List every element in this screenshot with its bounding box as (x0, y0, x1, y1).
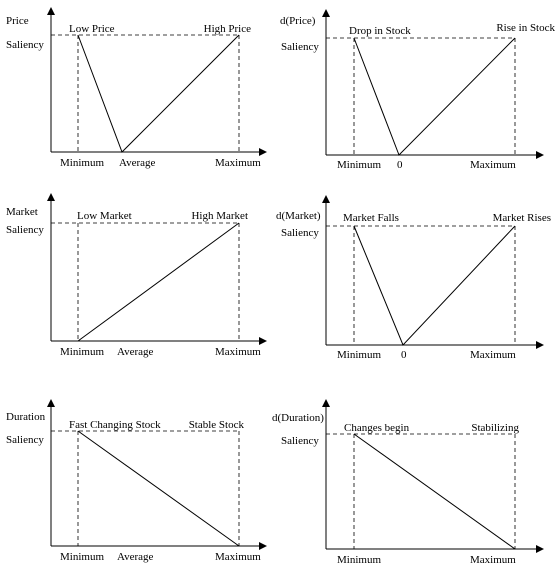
panel-market: Market Saliency Low Market High Market M… (6, 193, 267, 358)
right-extreme-label: Stabilizing (471, 422, 519, 434)
x-mid-label: 0 (401, 349, 407, 361)
x-mid-label: 0 (397, 159, 403, 171)
panel-y-title: d(Duration) (272, 412, 324, 424)
right-extreme-label: High Market (191, 210, 248, 222)
panel-dduration: d(Duration) Saliency Changes begin Stabi… (272, 399, 544, 566)
x-mid-label: Average (119, 157, 156, 169)
panel-y-label: Saliency (6, 434, 44, 446)
x-max-label: Maximum (470, 159, 516, 171)
panel-y-label: Saliency (281, 41, 319, 53)
panel-y-title: Market (6, 206, 38, 218)
right-extreme-label: High Price (204, 23, 251, 35)
saliency-curve (77, 430, 240, 547)
x-max-label: Maximum (215, 157, 261, 169)
x-min-label: Minimum (337, 554, 381, 566)
right-extreme-label: Rise in Stock (496, 22, 555, 34)
panel-dprice: d(Price) Saliency Drop in Stock Rise in … (280, 9, 555, 171)
panel-y-title: Price (6, 15, 29, 27)
saliency-curve (77, 222, 240, 342)
panel-dmarket: d(Market) Saliency Market Falls Market R… (276, 195, 551, 361)
left-extreme-label: Low Price (69, 23, 115, 35)
right-extreme-label: Market Rises (493, 212, 551, 224)
x-max-label: Maximum (215, 346, 261, 358)
x-max-label: Maximum (470, 554, 516, 566)
panel-y-title: d(Market) (276, 210, 321, 222)
left-extreme-label: Fast Changing Stock (69, 419, 161, 431)
saliency-curve (353, 433, 516, 550)
saliency-curve (353, 225, 516, 346)
panel-y-title: d(Price) (280, 15, 316, 27)
x-max-label: Maximum (215, 551, 261, 563)
x-mid-label: Average (117, 551, 154, 563)
x-min-label: Minimum (60, 346, 104, 358)
panel-y-label: Saliency (281, 227, 319, 239)
panel-y-title: Duration (6, 411, 46, 423)
left-extreme-label: Changes begin (344, 422, 410, 434)
left-extreme-label: Market Falls (343, 212, 399, 224)
saliency-curve (77, 34, 240, 153)
panel-y-label: Saliency (6, 224, 44, 236)
panel-y-label: Saliency (6, 39, 44, 51)
x-mid-label: Average (117, 346, 154, 358)
panel-price: Price Saliency Low Price High Price Mini… (6, 7, 267, 169)
right-extreme-label: Stable Stock (189, 419, 245, 431)
left-extreme-label: Drop in Stock (349, 25, 411, 37)
panel-duration: Duration Saliency Fast Changing Stock St… (6, 399, 267, 563)
left-extreme-label: Low Market (77, 210, 132, 222)
x-min-label: Minimum (60, 157, 104, 169)
x-min-label: Minimum (337, 349, 381, 361)
saliency-curve (353, 37, 516, 156)
panel-y-label: Saliency (281, 435, 319, 447)
x-max-label: Maximum (470, 349, 516, 361)
x-min-label: Minimum (60, 551, 104, 563)
x-min-label: Minimum (337, 159, 381, 171)
